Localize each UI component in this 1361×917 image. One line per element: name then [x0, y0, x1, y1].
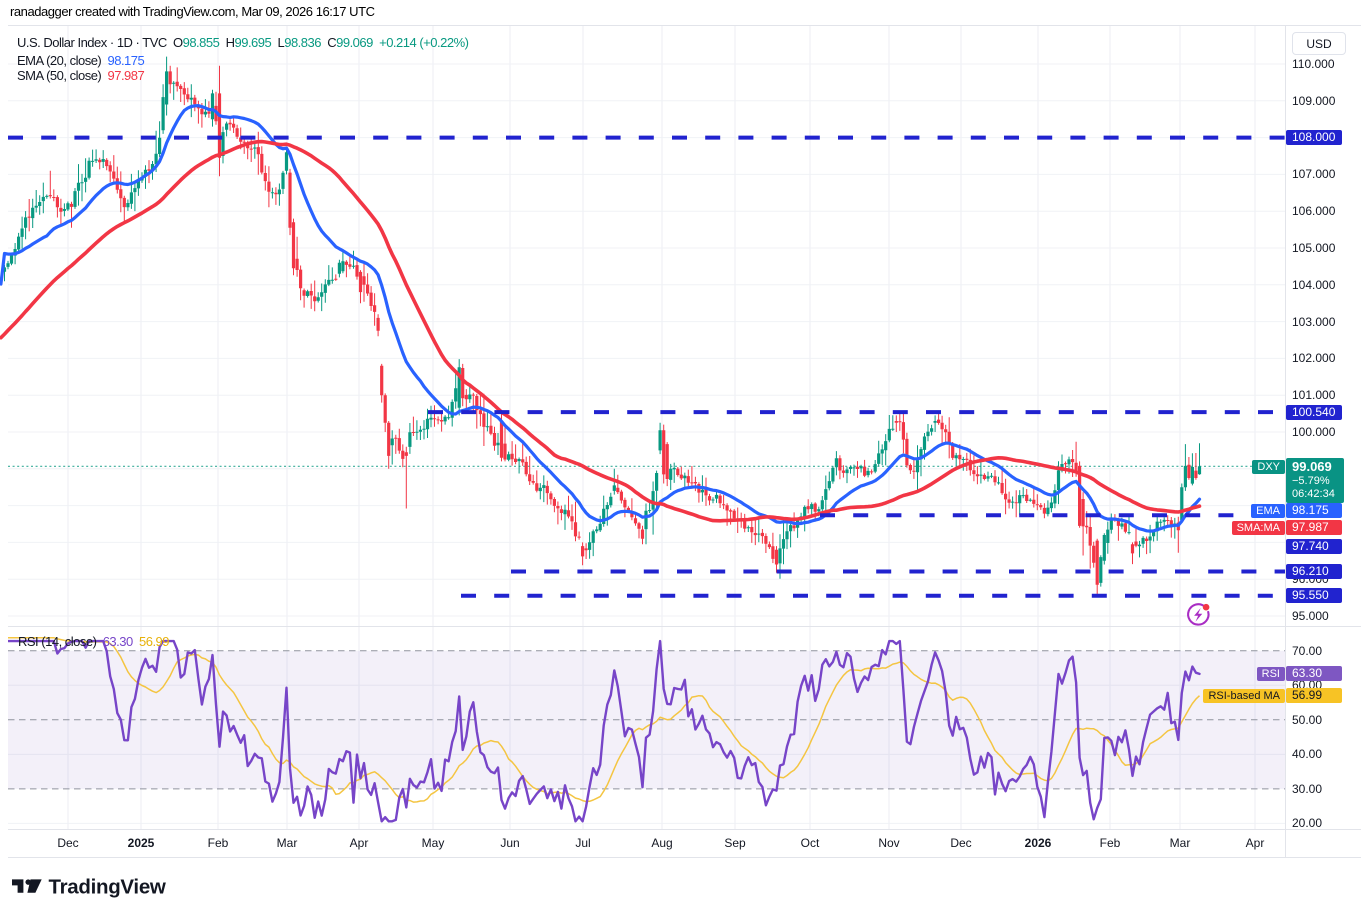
- svg-text:TradingView: TradingView: [49, 876, 166, 899]
